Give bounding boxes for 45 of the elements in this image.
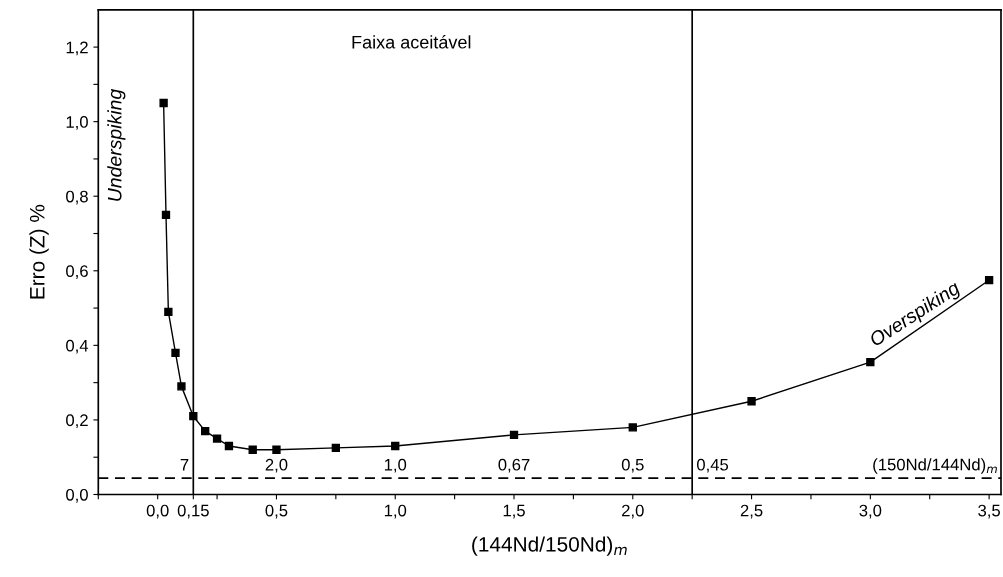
x-tick-label: 0,5 [265, 504, 288, 519]
annotation: 0,5 [621, 458, 644, 473]
x-tick-label: 1,0 [384, 504, 407, 519]
point [161, 210, 171, 220]
point [747, 397, 756, 406]
y-tick-label: 0,0 [66, 488, 88, 503]
point [866, 357, 875, 367]
point [272, 445, 281, 454]
point [331, 443, 341, 453]
x-tick-label: 2,5 [740, 504, 763, 519]
x-tick-label: 3,5 [978, 504, 1000, 519]
point [201, 426, 210, 436]
point [248, 445, 257, 454]
y-tick-label: 0,2 [66, 414, 88, 429]
annotation: 2,0 [265, 458, 288, 473]
annotation: Underspiking [107, 88, 126, 201]
x-tick-label: 1,5 [503, 504, 525, 519]
x-tick-label: 0,15 [177, 504, 209, 519]
annotation: (150Nd/144Nd)$_{m}$ [873, 458, 997, 474]
point [189, 412, 198, 421]
x-tick-label: 0,0 [146, 504, 169, 519]
annotation: 1,0 [384, 458, 407, 473]
y-tick-label: 0,4 [66, 339, 89, 354]
y-axis-title: Erro (Z) % [29, 204, 49, 299]
x-tick-label: 2,0 [622, 504, 644, 519]
point [177, 382, 186, 391]
annotation: 0,45 [696, 458, 729, 473]
point [628, 423, 637, 432]
annotation: 0,67 [498, 458, 530, 473]
point [984, 275, 994, 285]
point [391, 441, 400, 451]
point [171, 348, 180, 357]
y-tick-label: 1,2 [66, 41, 88, 56]
point [164, 307, 173, 316]
annotation: 7 [180, 458, 189, 471]
x-tick-label: 3,0 [859, 504, 882, 519]
annotation: Faixa aceitável [352, 35, 471, 49]
y-tick-label: 0,8 [66, 190, 88, 205]
point [159, 98, 168, 108]
point [212, 434, 222, 443]
x-axis-title: (144Nd/150Nd)$_{m}$ [472, 536, 627, 556]
point [224, 441, 234, 451]
y-tick-label: 1,0 [66, 116, 88, 130]
y-tick-label: 0,6 [66, 265, 88, 279]
point [509, 430, 519, 440]
